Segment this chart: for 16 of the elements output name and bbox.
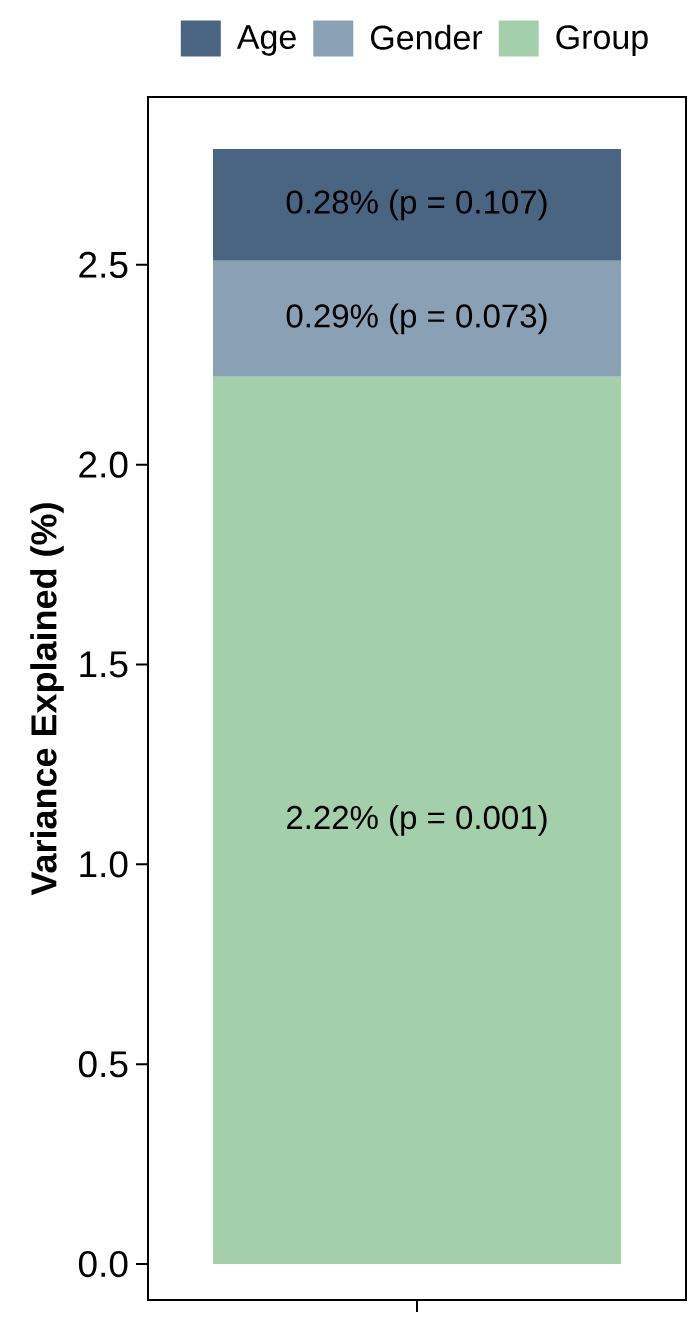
data-label: 0.29% (p = 0.073) — [286, 303, 547, 335]
legend-label: Group — [556, 25, 648, 56]
data-label: 2.22% (p = 0.001) — [287, 805, 547, 836]
y-tick-label: 2.0 — [79, 451, 128, 478]
y-tick-label: 1.5 — [80, 651, 128, 678]
y-tick-label: 2.5 — [79, 251, 128, 278]
bar — [213, 376, 621, 1265]
y-tick-label: 0.0 — [78, 1250, 128, 1278]
bar — [213, 148, 621, 261]
y-axis-title: Variance Explained (%) — [30, 503, 64, 896]
y-tick-label: 1.0 — [80, 851, 128, 878]
legend-label: Gender — [371, 24, 483, 50]
data-label: 0.28% (p = 0.107) — [286, 189, 547, 221]
y-tick-label: 0.5 — [78, 1051, 128, 1078]
legend-label: Age — [236, 25, 296, 56]
bar — [213, 260, 621, 377]
